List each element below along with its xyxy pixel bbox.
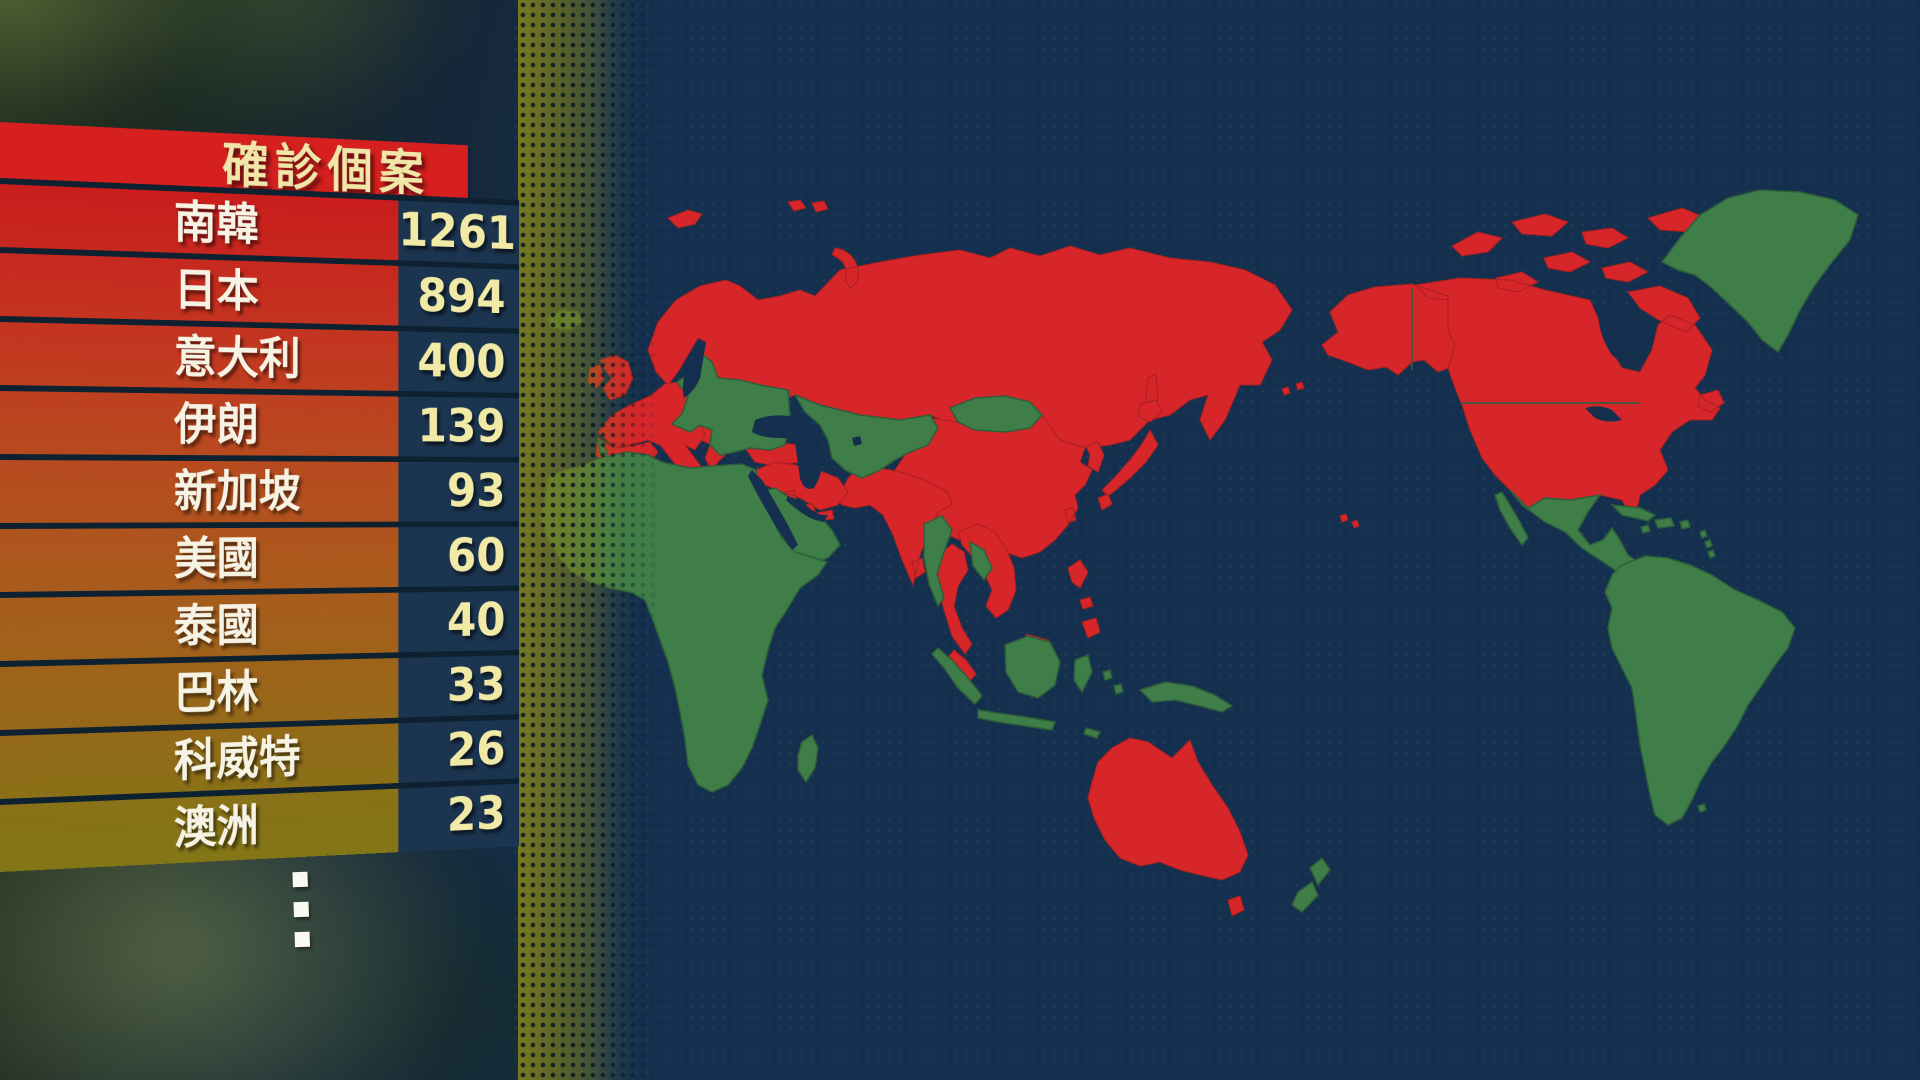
map-inland-seas — [682, 306, 1650, 550]
region-name: 伊朗 — [173, 397, 259, 451]
case-count: 894 — [417, 268, 506, 325]
table-row: 泰國 40 — [0, 585, 520, 661]
halftone-transition-strip — [518, 0, 668, 1080]
map-region-iran-gulf — [754, 461, 849, 522]
map-seas — [682, 288, 1650, 550]
cases-table: 南韓 1261 日本 894 意大利 400 伊朗 139 新加坡 93 美國 … — [0, 178, 520, 868]
map-region-russia-scandinavia — [647, 199, 1293, 451]
table-row: 意大利 400 — [0, 316, 520, 393]
cases-panel: 確診個案 南韓 1261 日本 894 意大利 400 伊朗 139 新加坡 — [0, 122, 520, 872]
case-count: 40 — [446, 593, 506, 648]
region-name: 日本 — [173, 262, 259, 318]
case-count: 23 — [446, 786, 506, 843]
case-count: 26 — [446, 721, 506, 778]
region-name: 美國 — [173, 531, 259, 585]
map-region-south-america — [1604, 555, 1796, 826]
case-count: 60 — [446, 528, 506, 583]
map-region-mexico-caribbean — [1494, 489, 1716, 601]
table-row: 伊朗 139 — [0, 385, 520, 457]
case-count: 1261 — [398, 202, 517, 261]
case-count: 93 — [446, 464, 506, 518]
table-row: 新加坡 93 — [0, 454, 520, 523]
map-region-china-japan-korea — [884, 399, 1163, 559]
case-count: 400 — [417, 333, 506, 389]
map-region-australia — [1087, 737, 1249, 917]
map-region-sea-islands — [923, 515, 1331, 913]
ellipsis-dot — [294, 931, 311, 948]
table-row: 美國 60 — [0, 521, 520, 592]
region-name: 泰國 — [173, 598, 259, 653]
case-count: 33 — [446, 657, 506, 713]
more-ellipsis — [290, 871, 311, 963]
map-region-north-america — [1281, 207, 1725, 529]
map-border-lines — [1411, 288, 1640, 404]
case-count: 139 — [417, 398, 506, 454]
ellipsis-dot — [293, 901, 309, 918]
ellipsis-dot — [292, 871, 308, 888]
region-name: 意大利 — [173, 329, 301, 385]
region-name: 新加坡 — [173, 464, 301, 518]
map-affected-regions — [574, 199, 1793, 917]
map-region-greenland — [1660, 189, 1859, 354]
map-region-central-asia-mongolia — [793, 393, 1044, 479]
